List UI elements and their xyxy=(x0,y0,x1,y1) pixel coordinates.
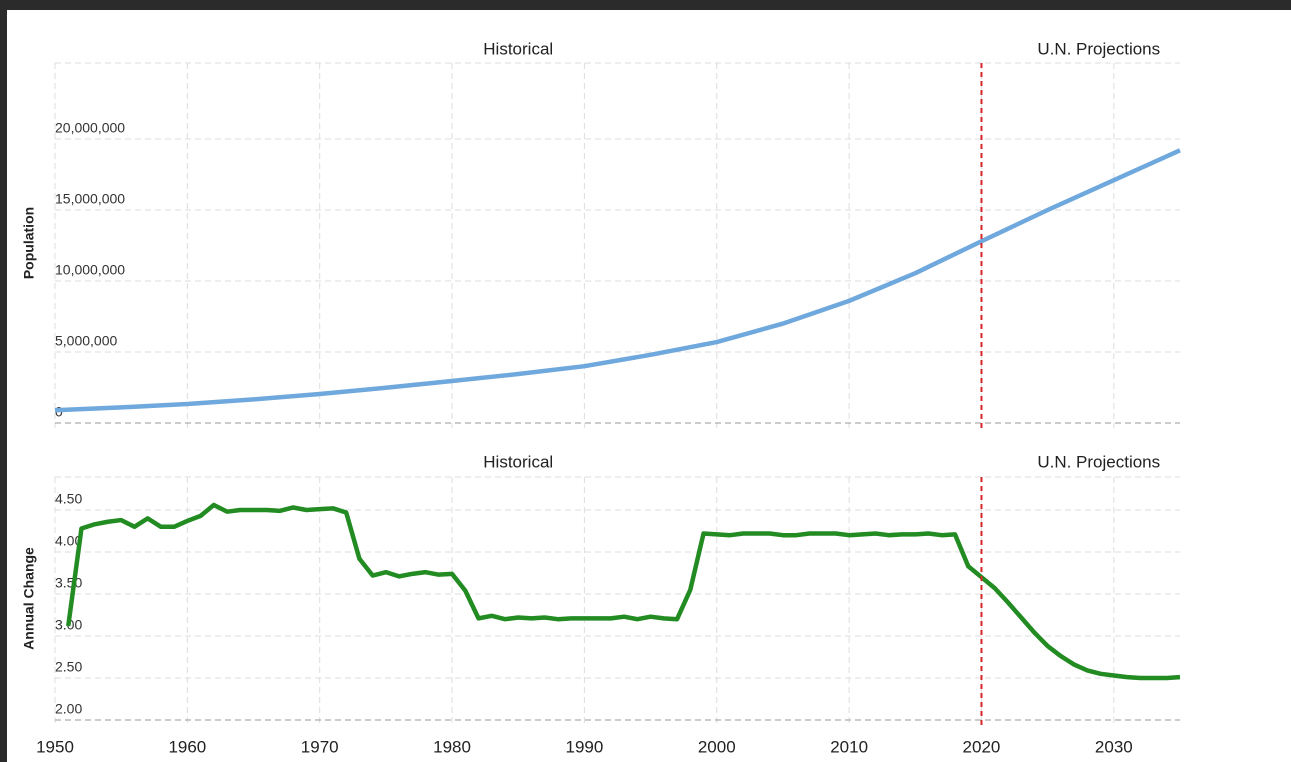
x-tick-label: 2030 xyxy=(1095,737,1133,756)
x-tick-label: 1950 xyxy=(36,737,74,756)
x-tick-label: 2010 xyxy=(830,737,868,756)
y-tick-label: 10,000,000 xyxy=(55,262,125,278)
series-line xyxy=(66,502,1181,681)
x-tick-label: 2000 xyxy=(698,737,736,756)
y-axis-title: Population xyxy=(21,207,37,279)
y-tick-label: 4.50 xyxy=(55,491,82,507)
annotation: U.N. Projections xyxy=(1037,39,1160,58)
x-tick-label: 1990 xyxy=(565,737,603,756)
y-tick-label: 3.50 xyxy=(55,575,82,591)
annotation: Historical xyxy=(483,452,553,471)
series-line xyxy=(54,148,1181,413)
plot-background xyxy=(7,10,1291,762)
y-tick-label: 4.00 xyxy=(55,533,82,549)
x-tick-label: 2020 xyxy=(963,737,1001,756)
y-tick-label: 5,000,000 xyxy=(55,333,117,349)
x-tick-label: 1980 xyxy=(433,737,471,756)
y-axis-title: Annual Change xyxy=(21,547,37,650)
annotation: Historical xyxy=(483,39,553,58)
x-tick-label: 1970 xyxy=(301,737,339,756)
x-tick-label: 1960 xyxy=(168,737,206,756)
annotation: U.N. Projections xyxy=(1037,452,1160,471)
y-tick-label: 2.50 xyxy=(55,659,82,675)
y-tick-label: 15,000,000 xyxy=(55,191,125,207)
y-tick-label: 20,000,000 xyxy=(55,120,125,136)
y-tick-label: 2.00 xyxy=(55,701,82,717)
